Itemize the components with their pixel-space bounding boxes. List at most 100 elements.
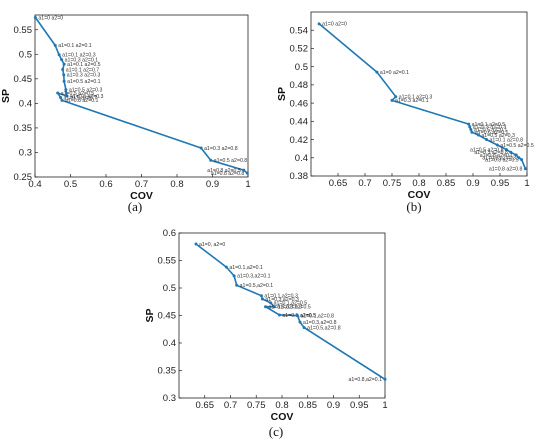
data-point — [65, 94, 69, 98]
y-tick-label: 0.42 — [290, 135, 309, 146]
y-tick-label: 0.3 — [163, 393, 176, 404]
data-point — [302, 326, 306, 330]
x-tick-label: 1 — [245, 179, 250, 190]
data-point — [517, 156, 521, 160]
data-point — [56, 91, 60, 95]
data-label: a1=0.1 a2=0.5 — [472, 122, 506, 128]
data-label: a1=0.5,a2=0.5 — [282, 313, 316, 319]
data-label: a1=0.1,a2=0.8 — [300, 313, 334, 319]
data-label: a1=0.8 a2=0.5 — [207, 168, 241, 174]
data-point — [264, 305, 268, 309]
data-label: a1=0.1 a2=0.1 — [58, 43, 92, 49]
chart-panel-2: 0.65 0.7 0.75 0.8 0.85 0.9 0.95 1 0.38 0.4 0.42 0.4… — [276, 11, 534, 214]
x-tick-label: 0.7 — [135, 179, 148, 190]
y-tick-label: 0.4 — [163, 338, 176, 349]
y-tick-label: 0.25 — [14, 172, 33, 183]
x-tick-label: 0.9 — [206, 179, 219, 190]
y-tick-label: 0.4 — [19, 99, 32, 110]
data-label: a1=0.1 a2=0.3 — [62, 53, 96, 59]
data-label: a1=0.5,a2=0.8 — [307, 325, 341, 331]
data-point — [53, 43, 57, 47]
x-axis-label: COV — [271, 411, 294, 423]
data-label: a1=0.8 a2=0.5 — [485, 157, 519, 163]
y-tick-label: 0.44 — [290, 117, 309, 128]
chart-panel-1: 0.4 0.5 0.6 0.7 0.8 0.9 1 0.25 0.3 0.35 0.4 0.45 0.5… — [0, 14, 251, 214]
y-tick-label: 0.46 — [290, 98, 309, 109]
data-label: a1=0.3 a2=0.3 — [473, 125, 507, 131]
data-label: a1=0.1 a2=0.7 — [66, 67, 100, 73]
data-label: a1=0.3 a2=0.8 — [204, 146, 238, 152]
data-label: a1=0.6 a2=0.1 — [475, 130, 509, 136]
data-label: a1=0.3 a2=0.8 — [474, 150, 508, 156]
series-line — [195, 243, 386, 380]
x-tick-label: 1 — [524, 178, 529, 189]
x-tick-label: 0.95 — [491, 178, 510, 189]
data-point — [269, 301, 273, 305]
y-axis-label: SP — [144, 308, 156, 322]
y-tick-label: 0.35 — [158, 366, 177, 377]
data-label: a1=0.3 a2=0.1 — [395, 98, 429, 104]
y-tick-label: 0.54 — [290, 25, 309, 36]
data-label: a1=0.8 a2=0.1 — [480, 153, 514, 159]
data-label: a1=0.5 a2=0.5 — [500, 143, 534, 149]
y-tick-label: 0.6 — [163, 228, 176, 239]
x-tick-label: 0.9 — [327, 400, 340, 411]
data-point — [470, 130, 474, 134]
x-axis-label: COV — [130, 190, 153, 202]
x-tick-label: 0.5 — [64, 179, 77, 190]
data-point — [469, 128, 473, 132]
y-tick-label: 0.52 — [290, 44, 309, 55]
data-label: a1=0.5 a2=0.1 — [474, 127, 508, 133]
y-tick-label: 0.35 — [14, 123, 33, 134]
y-tick-label: 0.4 — [295, 153, 308, 164]
x-tick-label: 0.75 — [247, 400, 266, 411]
data-point — [259, 294, 263, 298]
data-point — [277, 313, 281, 317]
data-point — [62, 73, 66, 77]
data-label: a1=0.8,a2=0.1 — [349, 377, 383, 383]
data-point — [33, 15, 37, 19]
data-label: a1=0.5 a2=0.8 — [470, 147, 504, 153]
data-point — [272, 305, 276, 309]
data-label: a1=0.3,a2=0.1 — [237, 274, 271, 280]
data-label: a1=0.1,a2=0.3 — [264, 294, 298, 300]
x-tick-label: 0.85 — [437, 178, 456, 189]
data-label: a1=0 a2=0 — [322, 22, 347, 28]
y-tick-label: 0.45 — [14, 74, 33, 85]
data-label: a1=0.8 a2=0.3 — [482, 156, 516, 162]
y-tick-label: 0.5 — [19, 49, 32, 60]
x-tick-label: 0.4 — [28, 179, 41, 190]
data-label: a1=0.8 a2=0.8 — [489, 167, 523, 173]
data-label: a1=0.5 a2=0.3 — [481, 133, 515, 139]
data-point — [59, 95, 63, 99]
y-axis-label: SP — [276, 87, 288, 101]
y-tick-label: 0.5 — [295, 62, 308, 73]
data-label: a1=0.1,a2=0.1 — [229, 265, 263, 271]
data-point — [509, 150, 513, 154]
x-axis-label: COV — [408, 189, 431, 201]
data-label: a1=0.8 a2=0.8 — [211, 171, 245, 177]
data-point — [64, 88, 68, 92]
y-tick-label: 0.55 — [14, 25, 33, 36]
y-tick-label: 0.48 — [290, 80, 309, 91]
data-point — [260, 297, 264, 301]
x-tick-label: 0.9 — [466, 178, 479, 189]
chart-panel-3: 0.65 0.7 0.75 0.8 0.85 0.9 0.95 1 0.3 0.35 0.4 0.45… — [144, 228, 388, 439]
data-point — [514, 153, 518, 157]
data-point — [317, 22, 321, 26]
x-tick-label: 0.8 — [170, 179, 183, 190]
data-label: a1=0.8 a2=0.1 — [65, 98, 99, 104]
y-tick-label: 0.45 — [158, 311, 177, 322]
chart-caption: (b) — [406, 199, 421, 214]
data-point — [62, 79, 66, 83]
data-label: a1=0.1,a2=0.5 — [274, 301, 308, 307]
x-tick-label: 0.65 — [329, 178, 348, 189]
data-label: a1=0.6 a2=0.3 — [70, 94, 104, 100]
data-label: a1=0.5 a2=0.8 — [214, 158, 248, 164]
data-label: a1=0 a2=0 — [38, 15, 63, 21]
data-label: a1=0.3,a2=0.3 — [265, 297, 299, 303]
data-label: a1=0 a2=0.1 — [380, 70, 409, 76]
x-tick-label: 0.8 — [275, 400, 288, 411]
data-point — [199, 146, 203, 150]
